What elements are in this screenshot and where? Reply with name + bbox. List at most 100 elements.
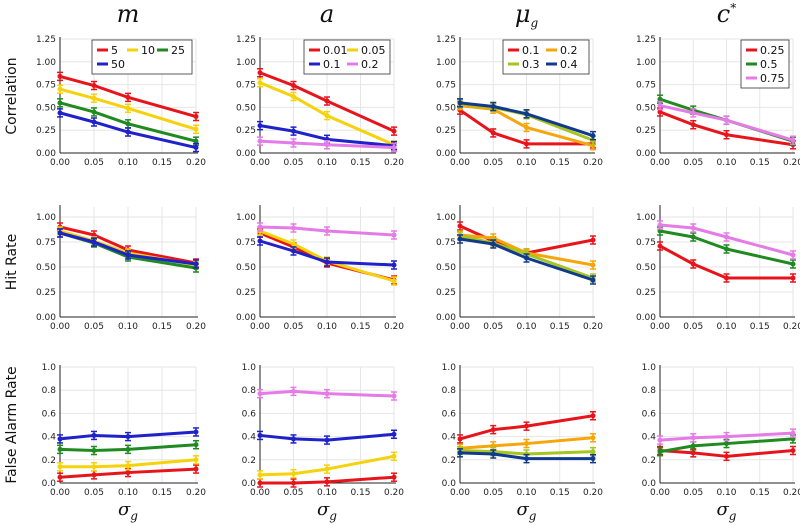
data-point [657,103,663,109]
series-line-0.2 [258,389,396,398]
data-point [125,446,131,452]
series-line-0.75 [658,431,795,442]
column-title: a [320,0,334,28]
chart-panel: 0.0 0.2 0.4 0.6 0.8 1.0 0.00 0.05 0.10 0.15 0.20 [642,363,800,498]
data-point [391,453,397,459]
data-point [257,391,263,397]
x-tick-label: 0.05 [84,322,104,332]
data-point [91,472,97,478]
data-point [257,70,263,76]
y-tick-label: 0.2 [42,456,56,466]
data-point [657,437,663,443]
legend-label: 0.75 [760,72,785,85]
series-line-0.2 [258,225,396,237]
x-tick-label: 0.10 [716,488,736,498]
data-point [125,105,131,111]
data-point [590,237,596,243]
data-point [724,434,729,440]
y-tick-label: 0.50 [236,103,256,113]
data-point [590,262,596,268]
data-point [490,103,496,109]
data-point [524,124,529,130]
series-line-0.1 [458,414,595,441]
column-title-subscript: g [530,16,538,30]
chart-panel: 0.00 0.25 0.50 0.75 1.00 1.25 0.00 0.05 0.10 0.15… [636,35,800,168]
data-point [291,248,296,254]
x-tick-label: 0.10 [516,322,536,332]
x-tick-label: 0.15 [152,322,172,332]
y-tick-label: 0.00 [636,149,656,159]
legend-box [502,39,590,75]
y-tick-label: 0.25 [36,288,56,298]
column-title-symbol: c [717,0,730,28]
x-tick-label: 0.20 [384,322,404,332]
data-point [690,110,696,116]
data-point [590,456,596,462]
series-line-0.25 [658,244,795,280]
x-tick-label: 0.20 [186,158,206,168]
x-tick-label: 0.10 [118,158,138,168]
y-tick-label: 1.00 [436,58,456,68]
data-point [324,466,330,472]
x-tick-label: 0.20 [186,488,206,498]
y-tick-label: 0.6 [642,409,657,419]
legend-label: 0.5 [760,58,778,71]
y-tick-label: 0.50 [36,103,56,113]
data-point [291,471,296,477]
data-point [291,241,296,247]
x-tick-label: 0.00 [50,488,70,498]
y-tick-label: 1.0 [242,363,257,373]
data-point [193,457,199,463]
x-tick-label: 0.10 [118,322,138,332]
x-axis-label-symbol: σ [118,499,131,520]
y-tick-label: 1.00 [36,58,56,68]
data-point [724,275,729,281]
data-point [193,466,199,472]
x-tick-label: 0.00 [650,488,670,498]
data-point [91,432,97,438]
data-point [657,109,663,115]
y-tick-label: 0.50 [636,263,656,273]
data-point [457,100,463,106]
data-point [125,94,131,100]
x-tick-label: 0.00 [250,322,270,332]
x-tick-label: 0.05 [683,158,703,168]
data-point [125,434,131,440]
y-tick-label: 0.8 [242,386,257,396]
data-point [391,232,397,238]
column-title: c* [717,0,736,28]
data-point [724,117,729,123]
x-tick-label: 0.05 [84,158,104,168]
data-point [524,141,529,147]
y-tick-label: 1.25 [436,35,456,45]
legend-box [303,39,391,75]
x-tick-label: 0.00 [450,322,470,332]
data-point [193,114,199,120]
series-line-0.5 [658,229,795,266]
data-point [257,432,263,438]
y-tick-label: 0.75 [636,81,656,91]
legend: 0.1 0.2 0.3 0.4 [502,39,590,75]
x-tick-label: 0.15 [750,322,770,332]
x-tick-label: 0.00 [250,158,270,168]
x-axis-label-subscript: g [529,509,537,523]
series-line-0.01 [258,71,396,133]
x-axis-label: σg [118,499,138,523]
data-point [657,243,663,249]
y-tick-label: 0.25 [236,288,256,298]
data-point [391,262,397,268]
data-point [391,278,397,284]
data-point [257,238,263,244]
series-line-0.2 [258,139,396,150]
column-title: m [117,0,140,28]
x-tick-label: 0.10 [317,322,337,332]
data-point [291,140,296,146]
series-line-50 [58,111,198,150]
y-tick-label: 0.8 [642,386,657,396]
x-tick-label: 0.05 [483,488,503,498]
y-tick-label: 0.50 [236,263,256,273]
data-point [291,480,296,486]
y-tick-label: 0.75 [36,238,56,248]
data-point [457,450,463,456]
data-point [291,93,296,99]
